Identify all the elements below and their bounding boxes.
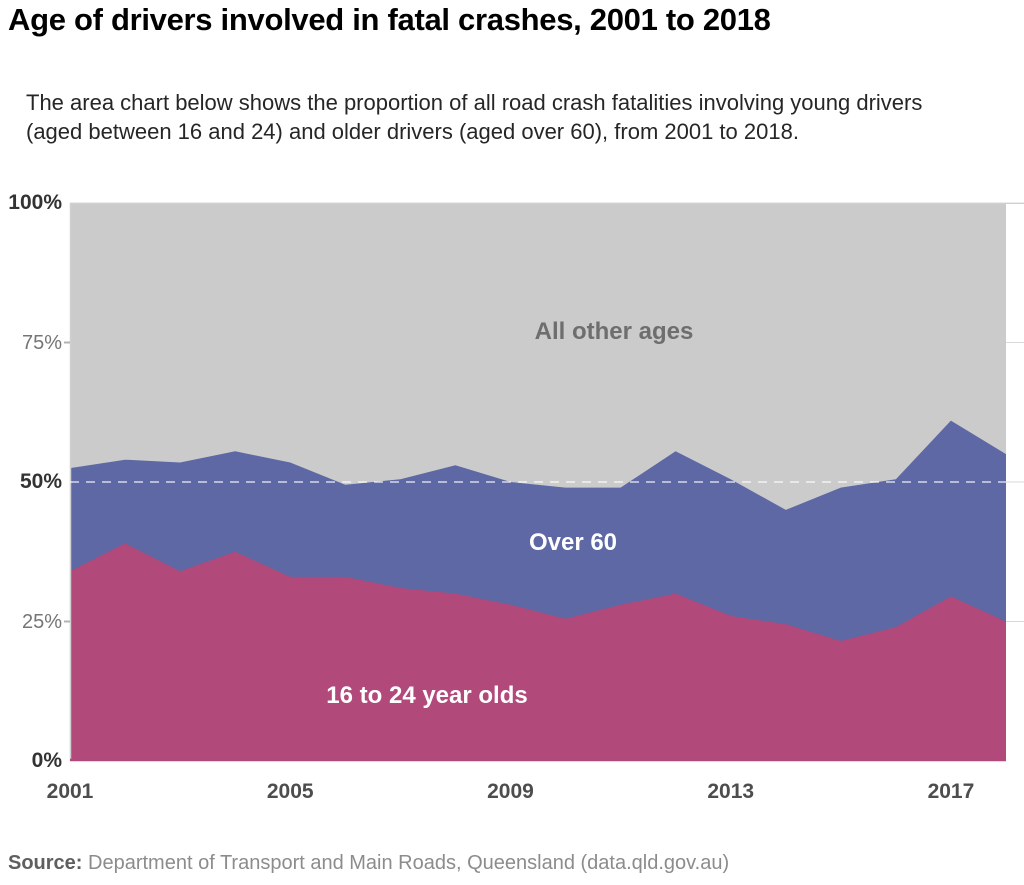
y-axis-label-100: 100%: [8, 191, 62, 214]
chart-title: Age of drivers involved in fatal crashes…: [8, 2, 771, 37]
series-label-young: 16 to 24 year olds: [326, 682, 528, 709]
y-axis-label-50: 50%: [19, 470, 62, 493]
plot-svg: [64, 202, 1024, 762]
x-axis-label-2009: 2009: [487, 780, 534, 803]
x-axis-label-2001: 2001: [46, 780, 94, 803]
source-text: Department of Transport and Main Roads, …: [82, 852, 730, 874]
series-label-older: Over 60: [528, 529, 618, 556]
y-axis-label-0: 0%: [31, 749, 62, 772]
x-axis-label-2017: 2017: [927, 780, 975, 803]
series-label-other: All other ages: [534, 318, 694, 345]
area-16-24: [70, 543, 1006, 761]
source-label: Source:: [8, 852, 83, 874]
x-axis-label-2005: 2005: [266, 780, 314, 803]
source-line: Source: Department of Transport and Main…: [8, 852, 729, 875]
x-axis-label-2013: 2013: [707, 780, 755, 803]
y-axis-label-25: 25%: [21, 610, 62, 633]
chart-subtitle: The area chart below shows the proportio…: [26, 90, 923, 144]
y-axis-label-75: 75%: [21, 331, 62, 354]
